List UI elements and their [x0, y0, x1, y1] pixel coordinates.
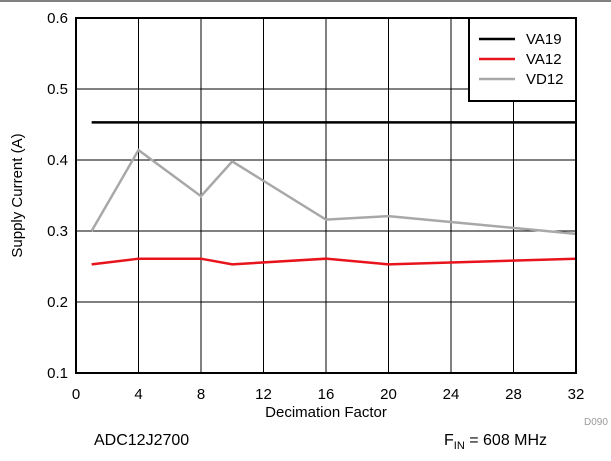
fin-symbol: F	[444, 432, 454, 449]
figure-code: D090	[584, 417, 608, 428]
y-tick-label: 0.1	[47, 365, 68, 382]
legend-label-vd12: VD12	[526, 71, 564, 88]
x-tick-label: 4	[134, 386, 142, 403]
legend-label-va12: VA12	[526, 51, 562, 68]
y-tick-label: 0.6	[47, 10, 68, 27]
y-tick-label: 0.2	[47, 294, 68, 311]
fin-value: = 608 MHz	[464, 432, 548, 449]
x-tick-label: 32	[568, 386, 585, 403]
x-tick-label: 28	[505, 386, 522, 403]
x-tick-label: 24	[443, 386, 460, 403]
fin-subscript: IN	[453, 440, 465, 453]
legend-label-va19: VA19	[526, 31, 562, 48]
plot-frame	[75, 17, 577, 374]
y-axis-label: Supply Current (A)	[9, 133, 26, 257]
x-tick-label: 20	[380, 386, 397, 403]
x-tick-label: 8	[197, 386, 205, 403]
x-tick-label: 16	[318, 386, 335, 403]
device-name: ADC12J2700	[94, 432, 190, 449]
series-line-vd12	[90, 148, 577, 236]
y-tick-label: 0.4	[47, 152, 68, 169]
y-tick-labels: 0.1 0.2 0.3 0.4 0.5 0.6	[47, 10, 68, 382]
x-tick-label: 12	[255, 386, 272, 403]
y-tick-label: 0.3	[47, 223, 68, 240]
input-frequency: FIN = 608 MHz	[444, 432, 547, 452]
series-group	[90, 121, 577, 266]
x-tick-label: 0	[72, 386, 80, 403]
series-line-va12	[91, 257, 577, 266]
y-tick-label: 0.5	[47, 81, 68, 98]
legend: VA19 VA12 VD12	[468, 17, 577, 102]
x-axis-label: Decimation Factor	[265, 404, 387, 421]
x-tick-labels: 0 4 8 12 16 20 24 28 32	[72, 386, 585, 403]
